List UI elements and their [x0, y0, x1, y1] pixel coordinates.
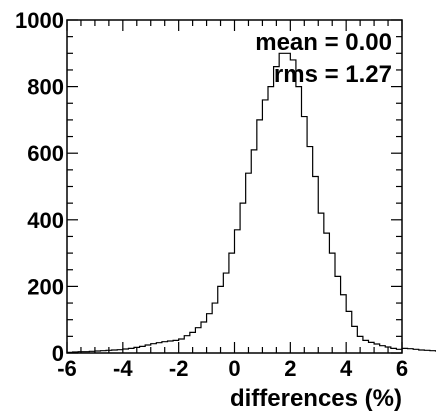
tick-labels: -6 -4 -2 0 2 4 6 0 200 400 600 800 1000	[15, 8, 408, 381]
stats-mean: mean = 0.00	[255, 29, 392, 56]
y-tick-label: 0	[52, 341, 64, 366]
y-tick-label: 600	[27, 141, 64, 166]
y-tick-label: 400	[27, 208, 64, 233]
x-tick-label: -6	[57, 356, 77, 381]
axis-ticks	[66, 19, 403, 354]
x-tick-label: 6	[396, 356, 408, 381]
histogram-outline	[67, 52, 436, 353]
y-tick-label: 800	[27, 75, 64, 100]
stats-rms: rms = 1.27	[274, 61, 392, 88]
y-tick-label: 1000	[15, 8, 64, 33]
x-tick-label: 0	[228, 356, 240, 381]
y-tick-label: 200	[27, 274, 64, 299]
x-tick-label: -4	[113, 356, 133, 381]
x-tick-label: -2	[169, 356, 189, 381]
x-tick-label: 2	[284, 356, 296, 381]
x-tick-label: 4	[340, 356, 353, 381]
x-axis-title: differences (%)	[230, 385, 402, 412]
